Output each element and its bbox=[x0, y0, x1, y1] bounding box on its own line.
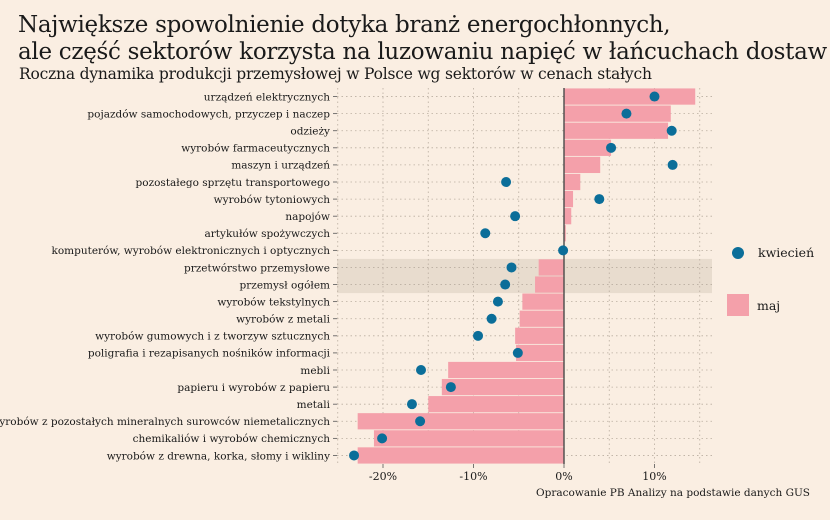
bar-maj bbox=[538, 259, 564, 276]
chart-title-line-2: ale część sektorów korzysta na luzowaniu… bbox=[18, 39, 827, 65]
legend-item-kwiecien: kwiecień bbox=[724, 245, 814, 260]
category-label: przetwórstwo przemysłowe bbox=[184, 262, 330, 274]
category-label: metali bbox=[297, 399, 331, 411]
legend-item-maj: maj bbox=[724, 294, 780, 316]
dot-kwiecien bbox=[492, 296, 503, 307]
dot-kwiecien bbox=[666, 125, 677, 136]
bar-maj bbox=[564, 122, 669, 139]
x-tick-label: 0% bbox=[555, 470, 572, 483]
category-label: maszyn i urządzeń bbox=[231, 160, 330, 172]
bar-maj bbox=[448, 361, 564, 379]
chart-title: Największe spowolnienie dotyka branż ene… bbox=[18, 12, 827, 66]
legend-label-maj: maj bbox=[757, 297, 781, 313]
bar-maj bbox=[535, 276, 564, 293]
dot-kwiecien bbox=[480, 228, 491, 239]
category-label: artykułów spożywczych bbox=[205, 228, 331, 240]
x-tick-label: -10% bbox=[459, 470, 487, 483]
bar-maj bbox=[564, 156, 601, 174]
legend-bar-swatch bbox=[727, 294, 749, 316]
category-label: odzieży bbox=[290, 126, 330, 138]
dot-kwiecien bbox=[594, 194, 605, 205]
category-label: wyrobów z metali bbox=[236, 314, 331, 326]
category-label: wyrobów tekstylnych bbox=[217, 296, 330, 308]
bar-maj bbox=[357, 413, 564, 430]
source-note: Opracowanie PB Analizy na podstawie dany… bbox=[536, 487, 810, 499]
dot-kwiecien bbox=[506, 262, 517, 273]
dot-kwiecien bbox=[606, 142, 617, 153]
category-label: komputerów, wyrobów elektronicznych i op… bbox=[51, 245, 330, 257]
category-label: przemysł ogółem bbox=[240, 279, 330, 291]
dot-kwiecien bbox=[667, 159, 678, 170]
bar-maj bbox=[519, 310, 564, 327]
dot-kwiecien bbox=[416, 365, 427, 375]
category-label: wyrobów farmaceutycznych bbox=[181, 143, 330, 155]
dot-kwiecien bbox=[510, 211, 521, 222]
bar-maj bbox=[373, 430, 564, 447]
dot-kwiecien bbox=[501, 177, 512, 187]
dot-kwiecien bbox=[486, 313, 497, 324]
dot-kwiecien bbox=[649, 91, 660, 102]
category-label: pozostałego sprzętu transportowego bbox=[136, 177, 330, 189]
x-tick-label: -20% bbox=[369, 470, 397, 483]
bar-maj bbox=[516, 344, 564, 362]
category-label: wyrobów tytoniowych bbox=[214, 194, 331, 206]
dot-kwiecien bbox=[406, 399, 417, 410]
category-label: wyrobów z pozostałych mineralnych surowc… bbox=[0, 416, 330, 428]
category-label: chemikaliów i wyrobów chemicznych bbox=[133, 433, 331, 445]
bar-maj bbox=[564, 105, 671, 122]
highlight-band bbox=[337, 258, 712, 294]
category-label: poligrafia i rezapisanych nośników infor… bbox=[88, 348, 331, 360]
category-label: mebli bbox=[300, 365, 330, 377]
bar-maj bbox=[564, 139, 612, 156]
bar-maj bbox=[428, 396, 564, 413]
bar-maj bbox=[441, 378, 564, 396]
dot-kwiecien bbox=[377, 433, 388, 444]
dot-kwiecien bbox=[621, 108, 632, 119]
legend-label-kwiecien: kwiecień bbox=[758, 245, 815, 260]
bar-maj bbox=[522, 293, 564, 310]
bar-maj bbox=[357, 447, 564, 464]
dot-kwiecien bbox=[349, 450, 360, 461]
x-tick-label: 10% bbox=[642, 470, 666, 483]
category-label: papieru i wyrobów z papieru bbox=[177, 382, 330, 394]
dot-kwiecien bbox=[512, 347, 523, 358]
bar-maj bbox=[564, 208, 572, 225]
chart-title-line-1: Największe spowolnienie dotyka branż ene… bbox=[18, 12, 671, 38]
bar-maj bbox=[564, 225, 566, 242]
dot-kwiecien bbox=[415, 416, 426, 427]
category-label: wyrobów z drewna, korka, słomy i wikliny bbox=[107, 450, 330, 462]
dot-kwiecien bbox=[558, 245, 569, 256]
legend-dot-swatch bbox=[732, 246, 744, 259]
category-label: urządzeń elektrycznych bbox=[204, 91, 330, 103]
bar-maj bbox=[564, 88, 696, 105]
bar-maj bbox=[515, 327, 564, 344]
chart-subtitle: Roczna dynamika produkcji przemysłowej w… bbox=[19, 65, 652, 83]
dot-kwiecien bbox=[445, 382, 456, 393]
category-label: pojazdów samochodowych, przyczep i nacze… bbox=[87, 108, 330, 120]
category-label: napojów bbox=[285, 211, 330, 223]
category-label: wyrobów gumowych i z tworzyw sztucznych bbox=[95, 331, 330, 343]
bar-maj bbox=[564, 173, 581, 191]
bar-maj bbox=[564, 190, 574, 208]
dot-kwiecien bbox=[500, 279, 511, 290]
dot-kwiecien bbox=[473, 330, 484, 341]
